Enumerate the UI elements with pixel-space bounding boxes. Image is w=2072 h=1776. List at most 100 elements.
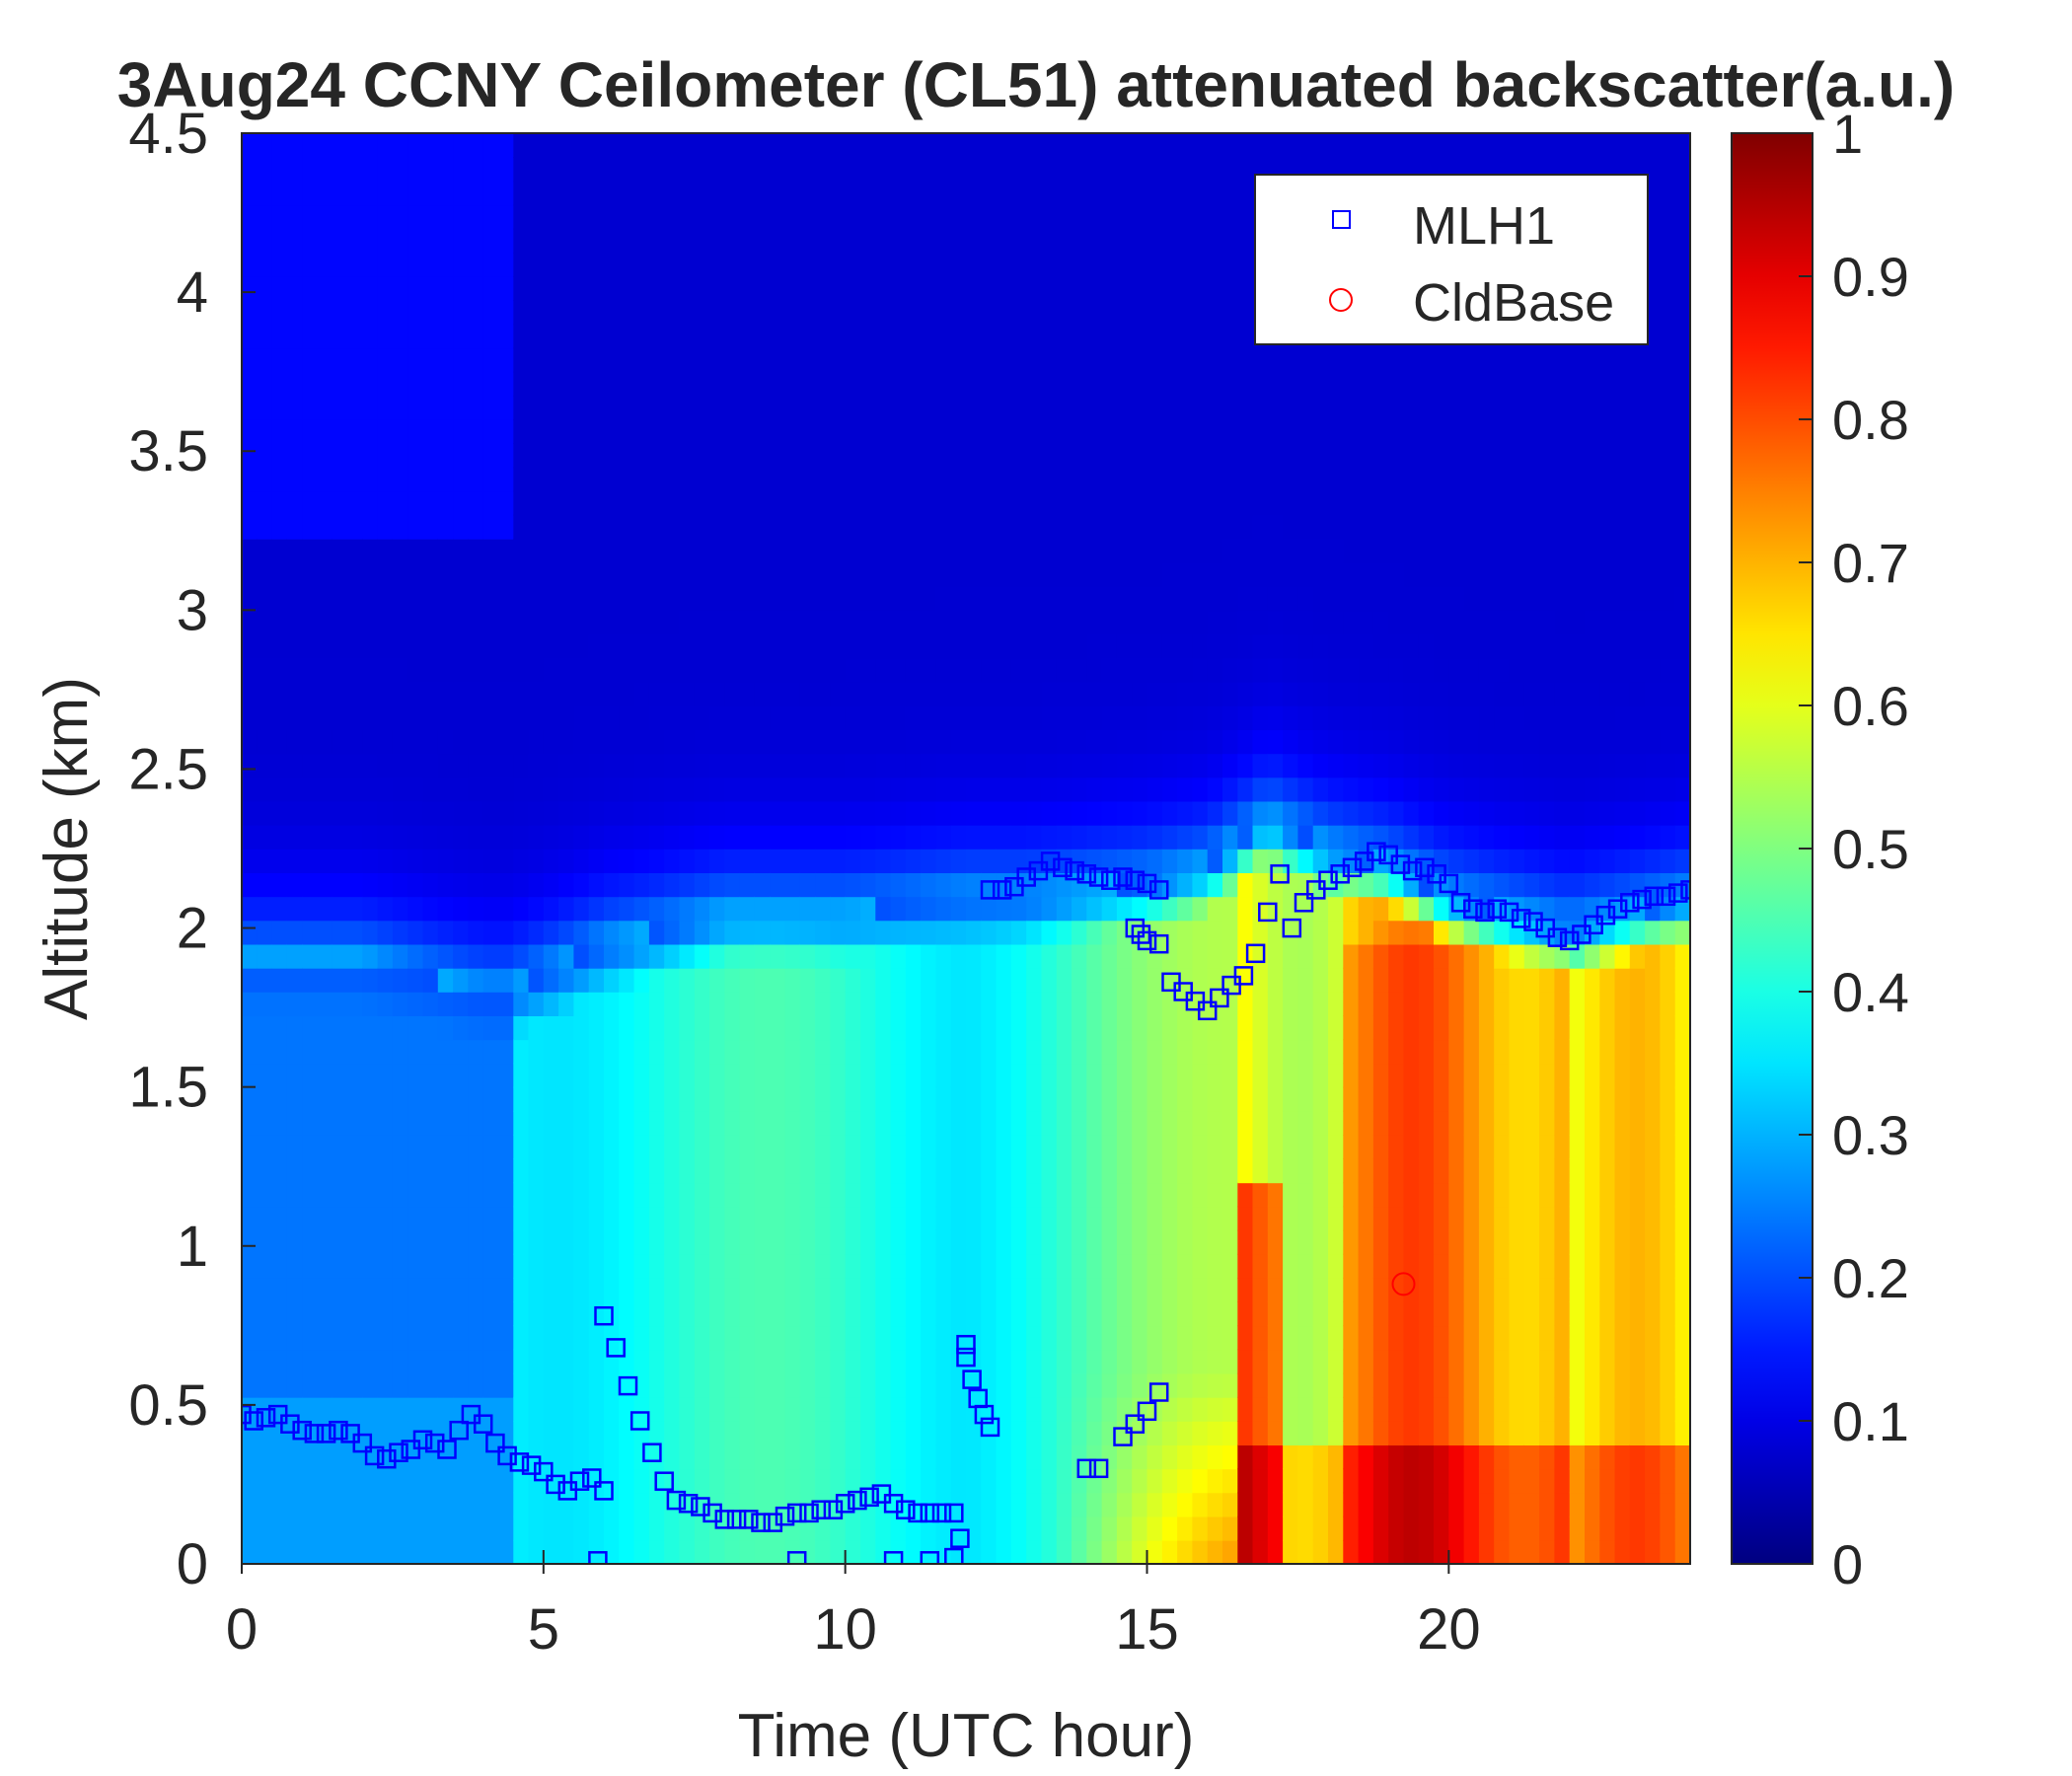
heatmap-cell [875,347,892,373]
heatmap-cell [784,252,801,277]
heatmap-cell [799,1396,816,1422]
heatmap-cell [1056,967,1073,993]
heatmap-cell [257,777,273,802]
heatmap-cell [528,1253,545,1279]
heatmap-cell [890,562,907,587]
heatmap-cell [271,395,288,420]
heatmap-cell [498,800,515,826]
heatmap-cell [619,324,635,349]
heatmap-cell [528,992,545,1016]
heatmap-cell [845,753,861,778]
heatmap-cell [437,514,454,540]
heatmap-cell [1072,1301,1088,1327]
heatmap-cell [1056,1039,1073,1065]
heatmap-cell [392,1063,408,1088]
heatmap-cell [543,276,559,301]
heatmap-cell [890,371,907,397]
heatmap-cell [709,657,726,683]
heatmap-cell [770,419,786,444]
heatmap-cell [1418,1516,1435,1541]
heatmap-cell [392,157,408,183]
heatmap-cell [799,1278,816,1302]
heatmap-cell [1448,1182,1465,1208]
heatmap-cell [1388,419,1405,444]
heatmap-cell [1222,1039,1239,1065]
heatmap-cell [1388,1372,1405,1398]
heatmap-cell [468,1539,484,1564]
heatmap-cell [1283,1278,1299,1302]
heatmap-cell [739,1110,756,1136]
heatmap-cell [317,729,333,755]
heatmap-cell [830,1516,847,1541]
heatmap-cell [257,800,273,826]
heatmap-cell [573,133,590,158]
heatmap-cell [1478,467,1495,492]
heatmap-cell [528,1063,545,1088]
heatmap-cell [347,586,364,612]
heatmap-cell [1434,705,1450,730]
heatmap-cell [784,204,801,230]
heatmap-cell [271,1039,288,1065]
heatmap-cell [1207,872,1223,898]
heatmap-cell [317,753,333,778]
heatmap-cell [830,967,847,993]
heatmap-cell [1448,562,1465,587]
heatmap-cell [1358,419,1374,444]
heatmap-cell [1343,729,1360,755]
heatmap-cell [271,1278,288,1302]
heatmap-cell [1283,1325,1299,1351]
heatmap-cell [377,800,394,826]
heatmap-cell [407,228,424,254]
heatmap-cell [482,157,499,183]
heatmap-cell [1010,347,1027,373]
heatmap-cell [935,562,952,587]
heatmap-cell [694,204,710,230]
heatmap-cell [724,538,741,563]
heatmap-cell [286,1278,303,1302]
heatmap-cell [1192,1206,1209,1231]
heatmap-cell [1388,371,1405,397]
heatmap-cell [1252,1229,1269,1255]
heatmap-cell [679,992,696,1016]
heatmap-cell [1026,395,1043,420]
heatmap-cell [437,1015,454,1041]
heatmap-cell [317,1301,333,1327]
heatmap-cell [498,300,515,326]
heatmap-cell [302,1063,319,1088]
heatmap-cell [1312,586,1329,612]
heatmap-cell [513,252,530,277]
heatmap-cell [332,777,348,802]
heatmap-cell [1056,538,1073,563]
heatmap-cell [528,1396,545,1422]
heatmap-cell [981,1539,998,1564]
heatmap-cell [845,1015,861,1041]
heatmap-cell [1147,1372,1163,1398]
heatmap-cell [604,1372,621,1398]
heatmap-cell [709,1158,726,1184]
heatmap-cell [1403,1516,1420,1541]
heatmap-cell [362,1372,379,1398]
heatmap-cell [1328,1539,1345,1564]
heatmap-cell [1222,1063,1239,1088]
heatmap-cell [242,705,259,730]
heatmap-cell [996,276,1012,301]
heatmap-cell [498,633,515,659]
heatmap-cell [588,276,605,301]
heatmap-cell [286,586,303,612]
heatmap-cell [996,347,1012,373]
heatmap-cell [1297,824,1314,850]
heatmap-cell [724,705,741,730]
heatmap-cell [845,1372,861,1398]
heatmap-cell [1177,467,1194,492]
heatmap-cell [332,896,348,922]
heatmap-cell [770,657,786,683]
heatmap-cell [966,1301,983,1327]
heatmap-cell [1177,824,1194,850]
heatmap-cell [286,1349,303,1374]
heatmap-cell [845,1516,861,1541]
heatmap-cell [573,490,590,516]
heatmap-cell [860,753,877,778]
heatmap-cell [558,967,575,993]
heatmap-cell [679,657,696,683]
heatmap-cell [815,872,832,898]
